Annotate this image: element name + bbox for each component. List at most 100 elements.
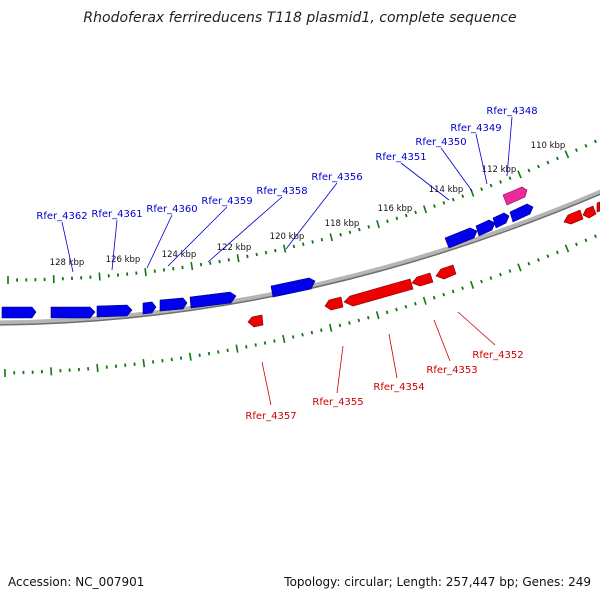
minor-tick — [273, 339, 276, 343]
plasmid-backbone — [0, 189, 600, 326]
minor-tick — [480, 187, 484, 192]
forward-gene-1[interactable] — [1, 306, 37, 319]
minor-tick — [339, 232, 342, 237]
gene-label-rfer-4362[interactable]: Rfer_4362 — [36, 211, 87, 222]
scale-labels: 128 kbp 126 kbp 124 kbp 122 kbp 120 kbp … — [50, 141, 566, 268]
gene-label-rfer-4361[interactable]: Rfer_4361 — [91, 209, 142, 220]
major-tick — [282, 244, 287, 253]
accession-label: Accession: NC_007901 — [8, 575, 144, 589]
gene-label-rfer-4359[interactable]: Rfer_4359 — [201, 196, 252, 207]
major-tick — [376, 220, 380, 229]
minor-tick — [527, 261, 531, 266]
minor-tick — [442, 292, 446, 297]
reverse-gene-5[interactable] — [435, 264, 457, 280]
minor-tick — [451, 197, 455, 202]
minor-tick — [546, 160, 550, 165]
major-tick — [142, 359, 146, 368]
minor-tick — [301, 332, 304, 337]
minor-tick — [414, 302, 417, 306]
minor-tick — [358, 227, 361, 232]
gene-label-rfer-4357[interactable]: Rfer_4357 — [245, 411, 296, 422]
minor-tick — [480, 279, 483, 284]
gene-label-rfer-4355[interactable]: Rfer_4355 — [312, 397, 363, 408]
reverse-gene-4[interactable] — [411, 272, 434, 287]
gene-label-rfer-4352[interactable]: Rfer_4352 — [472, 350, 523, 361]
forward-gene-7[interactable] — [270, 277, 316, 298]
minor-tick — [255, 252, 258, 257]
minor-tick — [348, 321, 351, 325]
major-tick — [190, 261, 194, 271]
forward-gene-2[interactable] — [50, 306, 96, 319]
reverse-gene-7[interactable] — [582, 205, 597, 219]
reverse-gene-3[interactable] — [343, 278, 414, 307]
minor-tick — [574, 242, 578, 247]
forward-gene-11[interactable] — [509, 203, 534, 223]
minor-tick — [367, 225, 370, 229]
gene-label-rfer-4353[interactable]: Rfer_4353 — [426, 365, 477, 376]
reverse-gene-6[interactable] — [563, 209, 584, 225]
minor-tick — [179, 356, 183, 360]
scale-label: 126 kbp — [106, 255, 141, 265]
major-tick — [517, 170, 522, 179]
reverse-gene-labels: Rfer_4357 Rfer_4355 Rfer_4354 Rfer_4353 … — [245, 350, 523, 422]
minor-tick — [546, 254, 550, 259]
forward-gene-highlight[interactable] — [502, 186, 528, 206]
major-tick — [235, 344, 239, 353]
minor-tick — [357, 318, 361, 323]
gene-label-rfer-4349[interactable]: Rfer_4349 — [450, 123, 501, 134]
minor-tick — [508, 269, 512, 273]
minor-tick — [527, 168, 531, 173]
minor-tick — [366, 315, 370, 320]
reverse-gene-1[interactable] — [247, 314, 264, 328]
reverse-gene-2[interactable] — [324, 296, 344, 311]
minor-tick — [584, 238, 588, 243]
map-title: Rhodoferax ferrireducens T118 plasmid1, … — [83, 10, 516, 26]
scale-label: 116 kbp — [378, 204, 413, 214]
minor-tick — [451, 289, 455, 294]
minor-tick — [574, 148, 578, 152]
minor-tick — [348, 230, 352, 234]
inner-tick-ring — [4, 234, 597, 378]
minor-tick — [395, 307, 398, 312]
minor-tick — [386, 219, 389, 224]
minor-tick — [404, 304, 408, 309]
minor-tick — [338, 323, 342, 328]
minor-tick — [432, 295, 436, 300]
major-tick — [188, 352, 192, 361]
gene-label-rfer-4358[interactable]: Rfer_4358 — [256, 186, 307, 197]
reverse-gene-8[interactable] — [596, 201, 600, 213]
gene-label-rfer-4350[interactable]: Rfer_4350 — [415, 137, 466, 148]
scale-label: 122 kbp — [217, 243, 252, 253]
major-tick — [50, 367, 53, 376]
forward-gene-6[interactable] — [189, 291, 237, 309]
minor-tick — [311, 240, 314, 244]
major-tick — [564, 244, 570, 253]
minor-tick — [226, 348, 229, 353]
minor-tick — [508, 176, 512, 181]
forward-gene-9[interactable] — [475, 219, 496, 237]
forward-gene-8[interactable] — [444, 227, 478, 249]
minor-tick — [291, 335, 295, 339]
minor-tick — [461, 286, 464, 290]
scale-label: 114 kbp — [429, 185, 464, 195]
minor-tick — [395, 216, 399, 221]
gene-label-rfer-4356[interactable]: Rfer_4356 — [311, 172, 362, 183]
minor-tick — [555, 250, 559, 255]
major-tick — [328, 323, 333, 332]
minor-tick — [385, 310, 389, 315]
gene-label-rfer-4354[interactable]: Rfer_4354 — [373, 382, 424, 393]
gene-label-rfer-4360[interactable]: Rfer_4360 — [146, 204, 197, 215]
forward-gene-10[interactable] — [492, 212, 510, 229]
major-tick — [564, 150, 570, 159]
reverse-strand-genes — [247, 201, 600, 328]
gene-label-rfer-4348[interactable]: Rfer_4348 — [486, 106, 537, 117]
forward-gene-5[interactable] — [159, 297, 188, 312]
minor-tick — [442, 201, 446, 205]
gene-label-rfer-4351[interactable]: Rfer_4351 — [375, 152, 426, 163]
major-tick — [422, 296, 427, 305]
forward-strand-genes — [1, 186, 534, 319]
major-tick — [517, 263, 522, 272]
forward-gene-4[interactable] — [142, 301, 157, 315]
forward-gene-3[interactable] — [96, 304, 133, 318]
minor-tick — [199, 262, 203, 267]
